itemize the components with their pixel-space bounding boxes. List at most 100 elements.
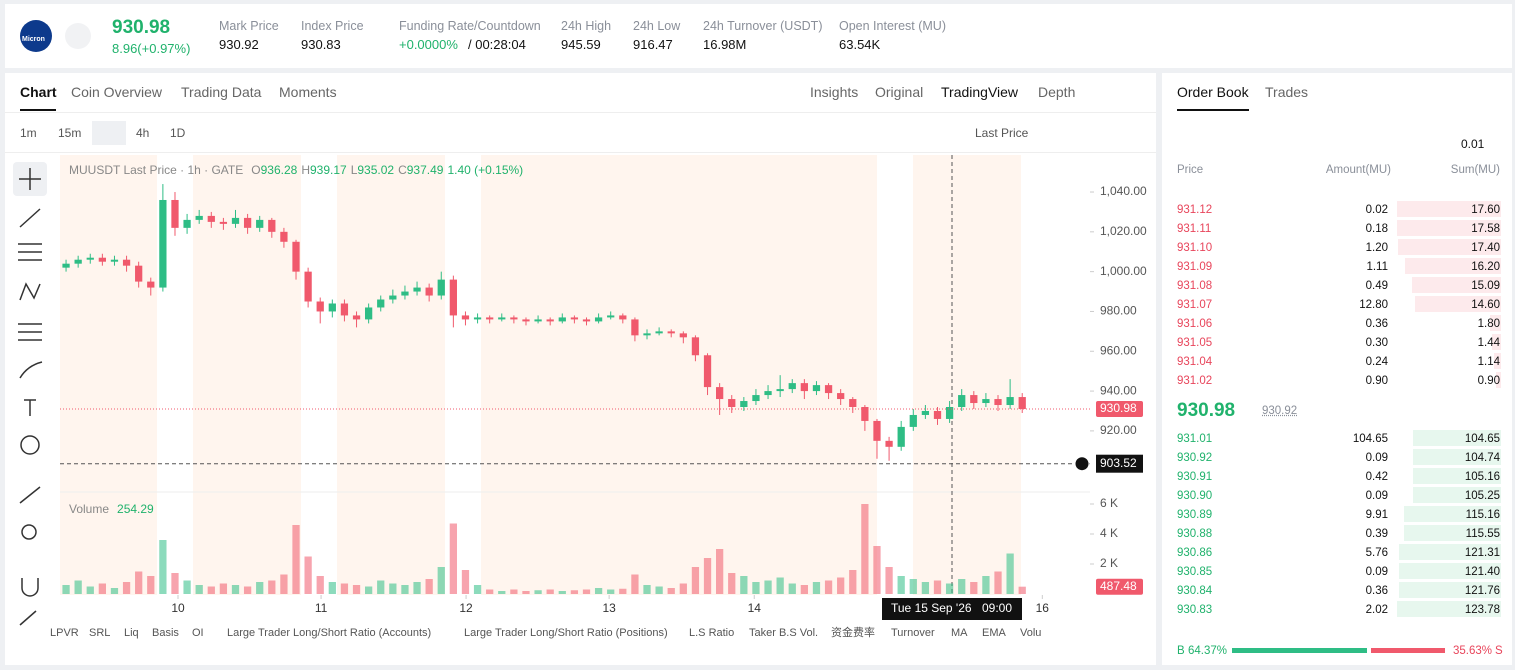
ob-sum: 15.09 — [1471, 280, 1500, 292]
indicator[interactable]: Large Trader Long/Short Ratio (Positions… — [464, 627, 668, 639]
indicator[interactable]: Basis — [152, 627, 179, 639]
view-option[interactable]: Original — [875, 84, 924, 100]
ob-sum: 104.65 — [1464, 433, 1500, 445]
depth-bar — [1397, 220, 1501, 236]
volume-bar — [752, 582, 760, 594]
y-tick-label: 940.00 — [1100, 383, 1137, 397]
candle-body — [219, 221, 228, 224]
y-tick-label: 920.00 — [1100, 423, 1137, 437]
stat-label: Funding Rate/Countdown — [399, 19, 541, 33]
tab[interactable]: Chart — [20, 84, 57, 100]
candle-body — [498, 317, 506, 320]
view-option[interactable]: Depth — [1038, 84, 1076, 100]
indicator[interactable]: MA — [951, 627, 968, 639]
interval[interactable]: 15m — [58, 126, 82, 140]
ob-price: 931.12 — [1177, 204, 1213, 216]
volume-bar — [982, 576, 990, 594]
candle-body — [280, 231, 288, 242]
volume-bar — [74, 580, 82, 594]
volume-bar — [62, 585, 70, 594]
candle-body — [486, 317, 494, 320]
depth-bar — [1492, 334, 1501, 350]
chart: 920.00 940.00 960.00 980.00 1,000.00 1,020.00… — [13, 155, 1147, 626]
volume-bar — [243, 586, 252, 594]
indicator[interactable]: LPVR — [50, 627, 79, 639]
ob-amount: 0.42 — [1365, 471, 1388, 483]
volume-bar — [631, 574, 639, 594]
ob-sum: 115.55 — [1465, 528, 1500, 540]
indicator[interactable]: Volu — [1020, 627, 1042, 639]
volume-bar — [994, 571, 1002, 594]
candle-body — [510, 317, 518, 320]
indicator[interactable]: Large Trader Long/Short Ratio (Accounts) — [227, 627, 432, 639]
candle-body — [171, 199, 179, 228]
ob-tab[interactable]: Trades — [1265, 84, 1309, 100]
volume-bar — [340, 583, 349, 594]
candle-body — [885, 440, 893, 447]
candle-body — [933, 410, 942, 419]
ob-amount: 0.49 — [1365, 280, 1388, 292]
legend-key: C — [398, 163, 407, 177]
volume-bar — [728, 573, 736, 594]
candle-body — [691, 337, 700, 356]
indicator[interactable]: L.S Ratio — [689, 627, 735, 639]
volume-bar — [594, 588, 603, 594]
indicator[interactable]: Turnover — [891, 627, 935, 639]
ob-sum: 104.74 — [1464, 452, 1500, 464]
candle-body — [861, 407, 869, 421]
indicator[interactable]: SRL — [89, 627, 111, 639]
stat-value: 930.83 — [301, 37, 341, 52]
last-price: 930.98 — [112, 17, 171, 38]
depth-bar — [1490, 315, 1501, 331]
buy-bar — [1232, 648, 1368, 653]
view-option[interactable]: TradingView — [941, 84, 1019, 100]
volume-bar — [352, 585, 361, 594]
candle-body — [703, 355, 712, 388]
ob-tab[interactable]: Order Book — [1177, 84, 1249, 100]
ob-amount: 104.65 — [1352, 433, 1388, 445]
favorite-button[interactable] — [65, 23, 91, 49]
volume-bar — [897, 576, 905, 594]
interval[interactable]: 1m — [20, 126, 37, 140]
volume-bar — [401, 585, 409, 594]
tab[interactable]: Trading Data — [181, 84, 262, 100]
depth-bar — [1413, 430, 1501, 446]
candle-body — [607, 315, 615, 318]
precision[interactable]: 0.01 — [1461, 137, 1485, 151]
view-option[interactable]: Insights — [810, 84, 859, 100]
session-shading — [60, 155, 1021, 595]
tab[interactable]: Coin Overview — [71, 84, 163, 100]
indicator[interactable]: OI — [192, 627, 204, 639]
indicator[interactable]: Liq — [124, 627, 139, 639]
indicator[interactable]: Taker B.S Vol. — [749, 627, 819, 639]
ob-amount: 0.09 — [1365, 490, 1388, 502]
ob-amount: 12.80 — [1359, 299, 1388, 311]
volume-bar — [582, 589, 591, 594]
tab[interactable]: Moments — [279, 84, 337, 100]
price-type[interactable]: Last Price — [975, 126, 1029, 140]
volume-bar — [619, 588, 627, 594]
volume-bar — [909, 579, 917, 594]
ob-sum: 105.25 — [1464, 490, 1500, 502]
indicator[interactable]: EMA — [982, 627, 1006, 639]
legend-value: 939.17 — [310, 163, 347, 177]
candle-body — [667, 331, 675, 334]
candle-body — [631, 319, 639, 336]
ob-sum: 121.31 — [1464, 547, 1500, 559]
interval[interactable]: 4h — [136, 126, 150, 140]
candle-body — [328, 303, 336, 312]
crosshair-time: 09:00 — [982, 601, 1012, 615]
ob-price: 930.88 — [1177, 528, 1213, 540]
ob-sum: 1.14 — [1477, 356, 1500, 368]
indicator[interactable]: 资金费率 — [831, 627, 875, 639]
volume-bar — [849, 570, 857, 594]
depth-bar — [1412, 449, 1501, 465]
ob-price: 930.92 — [1177, 452, 1213, 464]
stat-value: 16.98M — [703, 37, 747, 52]
interval[interactable]: 1D — [170, 126, 186, 140]
ob-amount: 9.91 — [1365, 509, 1388, 521]
candle-body — [159, 199, 167, 288]
mid-price: 930.98 — [1177, 400, 1236, 421]
crosshair-price-tag — [1096, 454, 1143, 473]
volume-bar — [159, 540, 167, 594]
